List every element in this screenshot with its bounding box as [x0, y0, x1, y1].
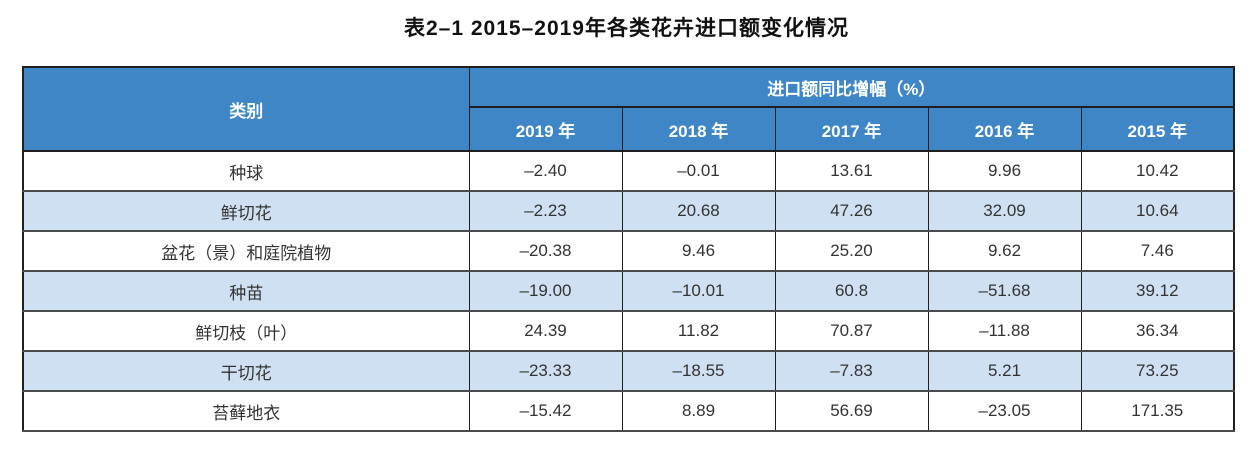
category-cell: 种苗 [22, 270, 470, 312]
category-cell: 苔藓地衣 [22, 390, 470, 432]
table-row: 鲜切花 –2.23 20.68 47.26 32.09 10.64 [22, 190, 1235, 232]
table-row: 盆花（景）和庭院植物 –20.38 9.46 25.20 9.62 7.46 [22, 230, 1235, 272]
value-cell: 10.42 [1080, 150, 1235, 192]
value-cell: 13.61 [774, 150, 929, 192]
header-year-row: 2019 年 2018 年 2017 年 2016 年 2015 年 [23, 106, 1235, 152]
table-row: 种球 –2.40 –0.01 13.61 9.96 10.42 [22, 150, 1235, 192]
value-cell: 39.12 [1080, 270, 1235, 312]
value-cell: –20.38 [468, 230, 623, 272]
value-cell: 25.20 [774, 230, 929, 272]
value-cell: –7.83 [774, 350, 929, 392]
value-cell: 171.35 [1080, 390, 1235, 432]
value-cell: 24.39 [468, 310, 623, 352]
value-cell: –2.23 [468, 190, 623, 232]
value-cell: –19.00 [468, 270, 623, 312]
value-cell: 32.09 [927, 190, 1082, 232]
value-cell: 73.25 [1080, 350, 1235, 392]
table-title: 表2–1 2015–2019年各类花卉进口额变化情况 [404, 17, 849, 40]
value-cell: –10.01 [621, 270, 776, 312]
category-cell: 鲜切枝（叶） [22, 310, 470, 352]
column-header-2018: 2018 年 [621, 106, 776, 152]
category-cell: 鲜切花 [22, 190, 470, 232]
value-cell: –11.88 [927, 310, 1082, 352]
category-cell: 种球 [22, 150, 470, 192]
column-header-2017: 2017 年 [774, 106, 929, 152]
header-group-row: 类别 进口额同比增幅（%） [22, 66, 1235, 152]
value-cell: 9.46 [621, 230, 776, 272]
table-body: 种球 –2.40 –0.01 13.61 9.96 10.42 鲜切花 –2.2… [22, 150, 1235, 432]
value-cell: –2.40 [468, 150, 623, 192]
column-header-2015: 2015 年 [1080, 106, 1235, 152]
flower-import-table: 类别 进口额同比增幅（%） 2019 年 2018 年 2017 年 2016 … [22, 66, 1236, 432]
value-cell: 56.69 [774, 390, 929, 432]
table-row: 鲜切枝（叶） 24.39 11.82 70.87 –11.88 36.34 [22, 310, 1235, 352]
value-cell: 7.46 [1080, 230, 1235, 272]
value-cell: 36.34 [1080, 310, 1235, 352]
value-cell: –23.33 [468, 350, 623, 392]
column-header-2019: 2019 年 [468, 106, 623, 152]
table-row: 苔藓地衣 –15.42 8.89 56.69 –23.05 171.35 [22, 390, 1235, 432]
value-cell: 10.64 [1080, 190, 1235, 232]
value-cell: –23.05 [927, 390, 1082, 432]
table-header: 类别 进口额同比增幅（%） 2019 年 2018 年 2017 年 2016 … [22, 66, 1235, 152]
value-cell: 8.89 [621, 390, 776, 432]
value-cell: –18.55 [621, 350, 776, 392]
column-header-2016: 2016 年 [927, 106, 1082, 152]
column-header-group: 进口额同比增幅（%） [468, 66, 1235, 108]
value-cell: 9.96 [927, 150, 1082, 192]
category-cell: 盆花（景）和庭院植物 [22, 230, 470, 272]
table-row: 干切花 –23.33 –18.55 –7.83 5.21 73.25 [22, 350, 1235, 392]
value-cell: 47.26 [774, 190, 929, 232]
value-cell: –15.42 [468, 390, 623, 432]
value-cell: 9.62 [927, 230, 1082, 272]
value-cell: 11.82 [621, 310, 776, 352]
value-cell: –51.68 [927, 270, 1082, 312]
value-cell: 20.68 [621, 190, 776, 232]
value-cell: 70.87 [774, 310, 929, 352]
value-cell: –0.01 [621, 150, 776, 192]
value-cell: 60.8 [774, 270, 929, 312]
value-cell: 5.21 [927, 350, 1082, 392]
category-cell: 干切花 [22, 350, 470, 392]
table-row: 种苗 –19.00 –10.01 60.8 –51.68 39.12 [22, 270, 1235, 312]
column-header-category: 类别 [22, 66, 470, 152]
